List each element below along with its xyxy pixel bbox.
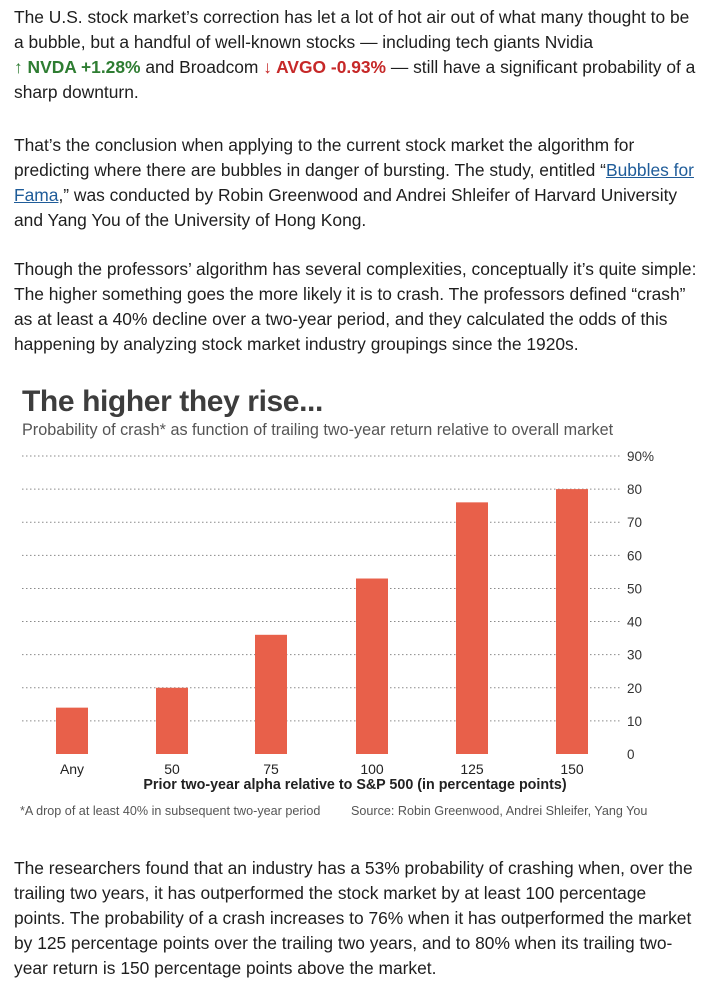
x-tick-label-100: 100	[360, 761, 384, 777]
x-tick-label-any: Any	[60, 761, 84, 777]
bar-150	[556, 489, 588, 754]
bar-125	[456, 502, 488, 754]
y-tick-label-30: 30	[627, 648, 642, 663]
nvda-ticker-text: NVDA +1.28%	[27, 57, 141, 77]
bar-100	[356, 578, 388, 754]
article-paragraph-3: Though the professors’ algorithm has sev…	[14, 259, 697, 354]
avgo-ticker-text: AVGO -0.93%	[276, 57, 387, 77]
x-tick-label-125: 125	[460, 761, 484, 777]
y-tick-label-70: 70	[627, 515, 642, 530]
x-tick-labels: Any 50 75 100 125 150	[60, 761, 584, 777]
bars	[56, 489, 588, 754]
chart-source: Source: Robin Greenwood, Andrei Shleifer…	[351, 804, 648, 818]
crash-probability-bar-chart: 0 10 20 30 40 50 60 70 80 90% Any 50 75 100 125 150 Pr…	[22, 449, 654, 793]
chart-title: The higher they rise...	[22, 385, 323, 418]
y-tick-label-50: 50	[627, 581, 642, 596]
y-tick-label-80: 80	[627, 482, 642, 497]
article-paragraph-4: The researchers found that an industry h…	[14, 858, 693, 978]
x-tick-label-150: 150	[560, 761, 584, 777]
y-tick-label-10: 10	[627, 714, 642, 729]
avgo-ticker-link[interactable]: ↓ AVGO -0.93%	[263, 57, 386, 77]
y-tick-label-0: 0	[627, 747, 635, 762]
nvda-ticker-link[interactable]: ↑ NVDA +1.28%	[14, 57, 140, 77]
article-paragraph-2: That’s the conclusion when applying to t…	[14, 133, 702, 233]
bubbles-for-fama-link[interactable]: Bubbles for Fama	[14, 160, 694, 205]
up-arrow-icon: ↑	[14, 57, 23, 77]
chart-subtitle: Probability of crash* as function of tra…	[22, 421, 614, 439]
paragraph-text: The U.S. stock market’s correction has l…	[14, 7, 690, 52]
y-tick-label-90: 90%	[627, 449, 654, 464]
paragraph-text: and Broadcom	[140, 57, 264, 77]
bar-75	[255, 634, 287, 754]
down-arrow-icon: ↓	[263, 57, 272, 77]
gridlines	[22, 455, 620, 722]
article-paragraph-1: The U.S. stock market’s correction has l…	[14, 5, 702, 105]
bar-any	[56, 707, 88, 754]
chart-footnote: *A drop of at least 40% in subsequent tw…	[20, 804, 321, 818]
x-axis-label: Prior two-year alpha relative to S&P 500…	[143, 777, 566, 793]
y-tick-label-20: 20	[627, 681, 642, 696]
x-tick-label-50: 50	[164, 761, 180, 777]
y-tick-labels: 0 10 20 30 40 50 60 70 80 90%	[627, 449, 654, 762]
bar-50	[156, 687, 188, 754]
y-tick-label-40: 40	[627, 615, 642, 630]
paragraph-text: — still have a significant probability o…	[14, 57, 696, 102]
paragraph-text: ,” was conducted by Robin Greenwood and …	[14, 185, 678, 230]
x-tick-label-75: 75	[263, 761, 279, 777]
y-tick-label-60: 60	[627, 548, 642, 563]
paragraph-text: That’s the conclusion when applying to t…	[14, 135, 635, 180]
